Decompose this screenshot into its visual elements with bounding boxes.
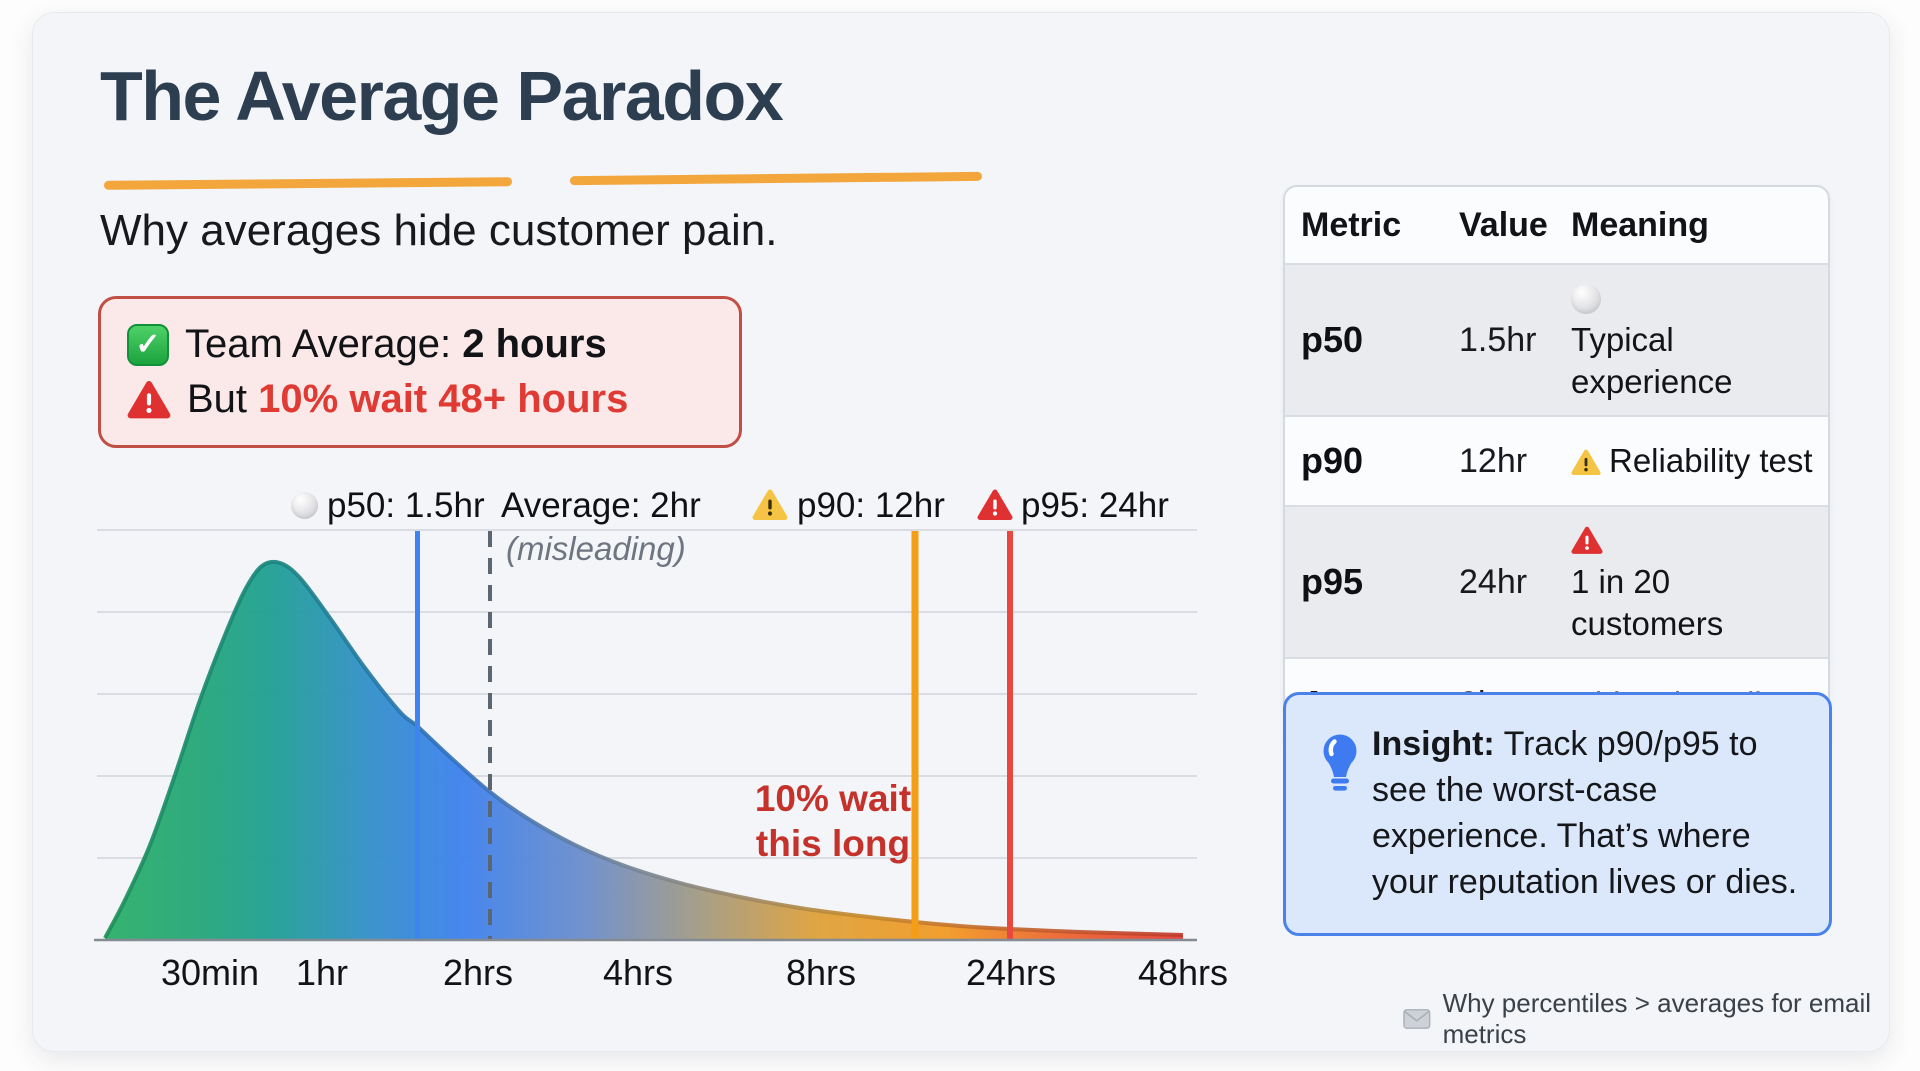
percentile-table: Metric Value Meaning p50 1.5hr Typical e… <box>1283 185 1830 751</box>
average-callout-box: ✓ Team Average: 2 hours But 10% wait 48+… <box>98 296 742 448</box>
table-row-p95: p95 24hr 1 in 20 customers <box>1285 505 1828 657</box>
gray-sphere-icon <box>1571 284 1601 314</box>
callout-line-tail: But 10% wait 48+ hours <box>127 377 713 422</box>
insight-text: Insight: Track p90/p95 to see the worst-… <box>1372 725 1798 901</box>
x-tick-8hrs: 8hrs <box>785 952 857 993</box>
callout-average-text: Team Average: 2 hours <box>185 322 607 366</box>
footer-caption: Why percentiles > averages for email met… <box>1403 988 1920 1050</box>
envelope-icon <box>1403 1009 1431 1029</box>
x-tick-30min: 30min <box>160 952 260 993</box>
table-header-row: Metric Value Meaning <box>1285 187 1828 263</box>
col-header-meaning: Meaning <box>1571 205 1709 244</box>
marker-label-average: Average: 2hr <box>501 486 701 525</box>
insight-box: Insight: Track p90/p95 to see the worst-… <box>1283 692 1832 936</box>
col-header-metric: Metric <box>1301 205 1402 244</box>
yellow-warning-icon <box>1571 449 1601 475</box>
marker-label-p95: p95: 24hr <box>1021 486 1169 525</box>
red-warning-icon <box>1571 526 1603 554</box>
x-tick-4hrs: 4hrs <box>602 952 674 993</box>
marker-label-p90: p90: 12hr <box>797 486 945 525</box>
x-tick-48hrs: 48hrs <box>1137 952 1229 993</box>
green-check-icon: ✓ <box>127 323 169 366</box>
x-tick-2hrs: 2hrs <box>442 952 514 993</box>
gray-sphere-icon <box>291 492 318 519</box>
red-warning-icon <box>977 489 1013 520</box>
col-header-value: Value <box>1459 205 1548 244</box>
table-row-p50: p50 1.5hr Typical experience <box>1285 263 1828 415</box>
yellow-warning-icon <box>752 489 788 520</box>
lightbulb-icon <box>1323 734 1357 791</box>
red-warning-icon <box>127 380 171 418</box>
tail-annotation: 10% wait this long <box>754 778 912 864</box>
callout-tail-text: But 10% wait 48+ hours <box>187 377 629 421</box>
x-tick-24hrs: 24hrs <box>965 952 1057 993</box>
page-title: The Average Paradox <box>100 57 784 135</box>
misleading-note: (misleading) <box>506 530 686 567</box>
marker-label-p50: p50: 1.5hr <box>327 486 485 525</box>
callout-line-average: ✓ Team Average: 2 hours <box>127 322 713 367</box>
table-row-p90: p90 12hr Reliability test <box>1285 415 1828 505</box>
page-subtitle: Why averages hide customer pain. <box>100 206 778 255</box>
x-tick-1hr: 1hr <box>295 952 349 993</box>
footer-text: Why percentiles > averages for email met… <box>1442 988 1872 1049</box>
